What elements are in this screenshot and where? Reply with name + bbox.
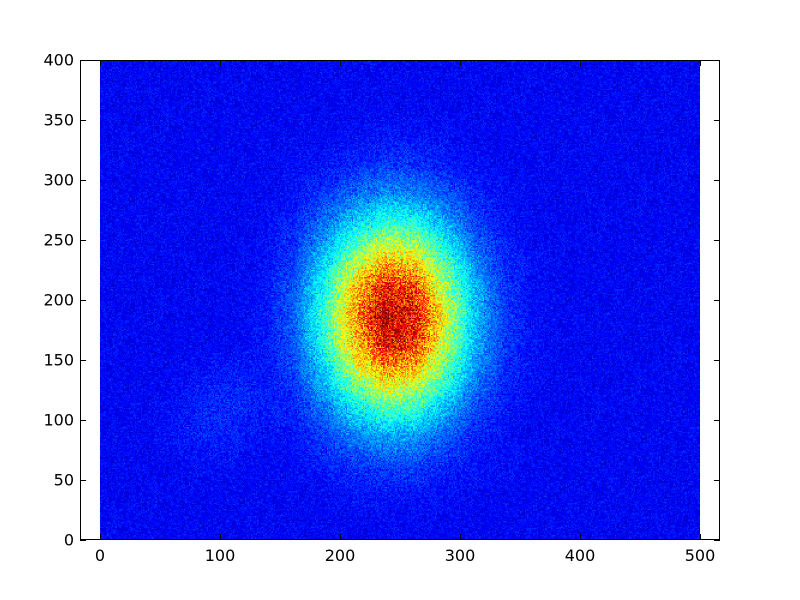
tick-mark — [220, 60, 221, 66]
tick-mark — [100, 534, 101, 540]
tick-mark — [714, 480, 720, 481]
tick-mark — [340, 534, 341, 540]
y-tick-label: 300 — [43, 170, 74, 190]
x-tick-label: 500 — [684, 546, 716, 565]
tick-mark — [580, 60, 581, 66]
tick-mark — [80, 180, 86, 181]
tick-mark — [80, 480, 86, 481]
y-tick-label: 100 — [43, 410, 74, 430]
tick-mark — [714, 540, 720, 541]
tick-mark — [340, 60, 341, 66]
y-tick-label: 50 — [53, 470, 74, 490]
y-tick-label: 250 — [43, 230, 74, 250]
y-tick-label: 400 — [43, 50, 74, 70]
tick-mark — [714, 420, 720, 421]
tick-mark — [714, 300, 720, 301]
tick-mark — [714, 60, 720, 61]
x-tick-label: 400 — [564, 546, 596, 565]
tick-mark — [80, 540, 86, 541]
tick-mark — [220, 534, 221, 540]
tick-mark — [80, 420, 86, 421]
tick-mark — [460, 60, 461, 66]
tick-mark — [80, 60, 86, 61]
x-tick-label: 100 — [204, 546, 236, 565]
tick-mark — [580, 534, 581, 540]
tick-mark — [80, 120, 86, 121]
tick-mark — [80, 360, 86, 361]
y-tick-label: 200 — [43, 290, 74, 310]
tick-mark — [714, 240, 720, 241]
y-tick-label: 350 — [43, 110, 74, 130]
x-tick-label: 200 — [324, 546, 356, 565]
x-tick-label: 300 — [444, 546, 476, 565]
tick-mark — [714, 180, 720, 181]
tick-mark — [714, 120, 720, 121]
y-tick-label: 150 — [43, 350, 74, 370]
tick-mark — [700, 534, 701, 540]
tick-mark — [714, 360, 720, 361]
tick-mark — [460, 534, 461, 540]
tick-mark — [80, 300, 86, 301]
tick-mark — [100, 60, 101, 66]
y-tick-label: 0 — [63, 530, 74, 550]
x-tick-label: 0 — [94, 546, 106, 565]
tick-mark — [700, 60, 701, 66]
heatmap-image — [100, 60, 700, 540]
tick-mark — [80, 240, 86, 241]
